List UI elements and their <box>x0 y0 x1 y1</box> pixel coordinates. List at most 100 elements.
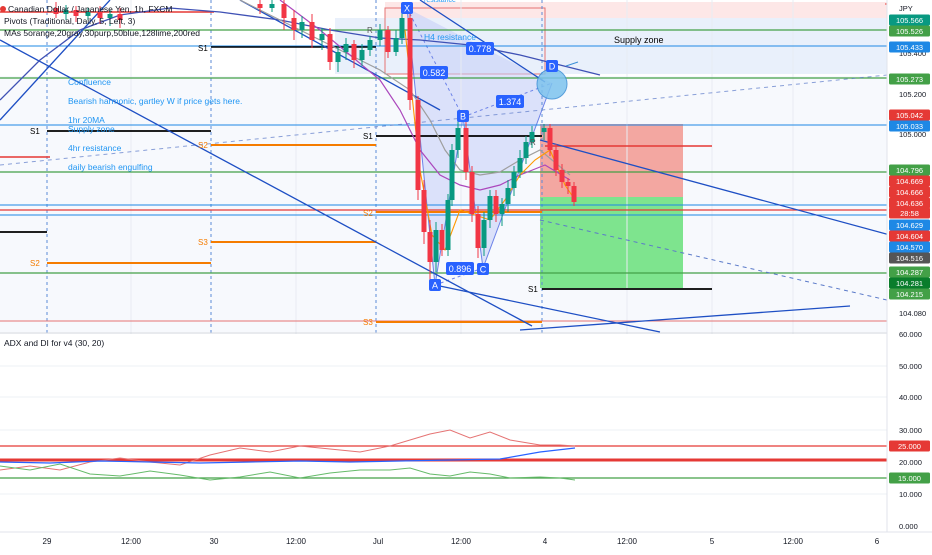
price-tick: 105.200 <box>899 90 926 99</box>
adx-line <box>0 447 576 464</box>
price-badge <box>889 266 930 278</box>
price-badge <box>889 120 930 132</box>
candle-body <box>63 10 69 14</box>
candle-body <box>493 196 499 214</box>
price-badge <box>889 109 930 121</box>
candle-body <box>499 204 505 214</box>
resistance-zone-box[interactable] <box>385 2 887 18</box>
pivots-indicator-label: Pivots (Traditional, Daily, 5, Left, 3) <box>4 16 135 26</box>
confluence-note: Confluence <box>68 77 111 87</box>
candle-body <box>481 220 487 248</box>
pivot-s2-label: S2 <box>198 141 208 150</box>
indicator-tick: 10.000 <box>899 490 922 499</box>
bearish-engulfing-note: daily bearish engulfing <box>68 162 153 172</box>
candle-body <box>433 230 439 262</box>
indicator-pane[interactable] <box>0 334 887 532</box>
indicator-badge <box>889 440 930 452</box>
price-badge <box>889 207 930 219</box>
annotation-notes[interactable]: Confluence Bearish harmonic, gartley W i… <box>68 0 476 172</box>
resistance-top-note: resistance <box>424 0 456 4</box>
candle-body <box>547 128 553 150</box>
pivot-s1-label: S1 <box>528 285 538 294</box>
candle-body <box>427 232 433 262</box>
candle-body <box>73 10 79 16</box>
price-badge <box>889 230 930 242</box>
price-badge-value: 28:58 <box>900 209 919 218</box>
price-tick-labels: 105.400 105.200 105.000 104.080 <box>899 49 926 318</box>
pivot-s2-label: S2 <box>363 209 373 218</box>
indicator-tick: 50.000 <box>899 362 922 371</box>
price-badge-value: 105.042 <box>896 111 923 120</box>
ratio-ac-label: 0.896 <box>449 264 472 274</box>
point-c-label: C <box>480 265 487 275</box>
candle-body <box>281 4 287 18</box>
candlestick-series[interactable] <box>53 0 577 280</box>
price-badges: 105.566 105.526 105.433 105.273 105.042 105.0… <box>889 14 930 300</box>
trend-lines[interactable] <box>0 0 891 333</box>
price-tick: 104.080 <box>899 309 926 318</box>
candle-body <box>445 200 451 250</box>
xb-leg <box>406 7 464 118</box>
point-b-label: B <box>460 112 466 122</box>
time-label: 29 <box>43 537 52 546</box>
ratio-xb-label: 0.582 <box>423 68 446 78</box>
supply-zone-note: Supply zone <box>68 124 115 134</box>
candle-body <box>571 186 577 202</box>
d-point-target-circle[interactable] <box>536 68 568 100</box>
candle-body <box>541 128 547 132</box>
candle-body <box>335 52 341 62</box>
candle-body <box>393 38 399 52</box>
candle-body <box>511 172 517 188</box>
price-badge-value: 104.215 <box>896 290 923 299</box>
pattern-labels[interactable]: X A B C D 0.582 0.778 1.374 0.896 <box>401 2 558 291</box>
price-badge-value: 104.629 <box>896 221 923 230</box>
candle-body <box>359 50 365 60</box>
candle-body <box>327 34 333 62</box>
price-badge <box>889 73 930 85</box>
ma-1hr-note: 1hr 20MA <box>68 115 105 125</box>
price-badge-value: 104.604 <box>896 232 923 241</box>
ac-leg <box>434 267 484 286</box>
time-label: 12:00 <box>286 537 307 546</box>
candle-body <box>291 18 297 30</box>
projection-line <box>539 219 888 301</box>
candle-body <box>463 128 469 172</box>
price-badge <box>889 14 930 26</box>
resistance-4hr-note: 4hr resistance <box>68 143 122 153</box>
price-badge-value: 105.033 <box>896 122 923 131</box>
time-label: 4 <box>543 537 548 546</box>
h4-resistance-note: H4 resistance <box>424 32 476 42</box>
candle-body <box>97 12 103 18</box>
time-label: Jul <box>373 537 383 546</box>
price-badge-value: 104.516 <box>896 254 923 263</box>
time-label: 6 <box>875 537 880 546</box>
candle-body <box>367 40 373 50</box>
candle-body <box>377 30 383 40</box>
candle-body <box>385 30 391 52</box>
price-badge <box>889 197 930 209</box>
chart-legend[interactable]: Canadian Dollar / Japanese Yen, 1h, FXCM… <box>0 4 200 38</box>
adx-indicator-label[interactable]: ADX and DI for v4 (30, 20) <box>4 338 104 348</box>
candle-body <box>85 12 91 16</box>
price-badge <box>889 252 930 264</box>
mas-indicator-label: MAs 5orange,20gray,30purp,50blue,128lime… <box>4 28 200 38</box>
ma-50-blue <box>0 7 601 101</box>
price-badge-value: 104.636 <box>896 199 923 208</box>
time-axis[interactable] <box>0 532 932 550</box>
currency-label: JPY <box>899 4 913 13</box>
time-label: 12:00 <box>451 537 472 546</box>
candle-body <box>523 142 529 158</box>
price-badge-value: 104.666 <box>896 188 923 197</box>
price-badge-value: 105.433 <box>896 43 923 52</box>
horizontal-levels[interactable] <box>0 3 887 322</box>
candle-body <box>415 100 421 190</box>
time-label: 12:00 <box>783 537 804 546</box>
indicator-tick: 0.000 <box>899 522 918 531</box>
price-tick: 105.000 <box>899 130 926 139</box>
indicator-badge <box>889 472 930 484</box>
candle-body <box>559 170 565 182</box>
stop-loss-zone[interactable] <box>540 124 683 197</box>
supply-zone-label[interactable]: Supply zone <box>614 35 664 45</box>
